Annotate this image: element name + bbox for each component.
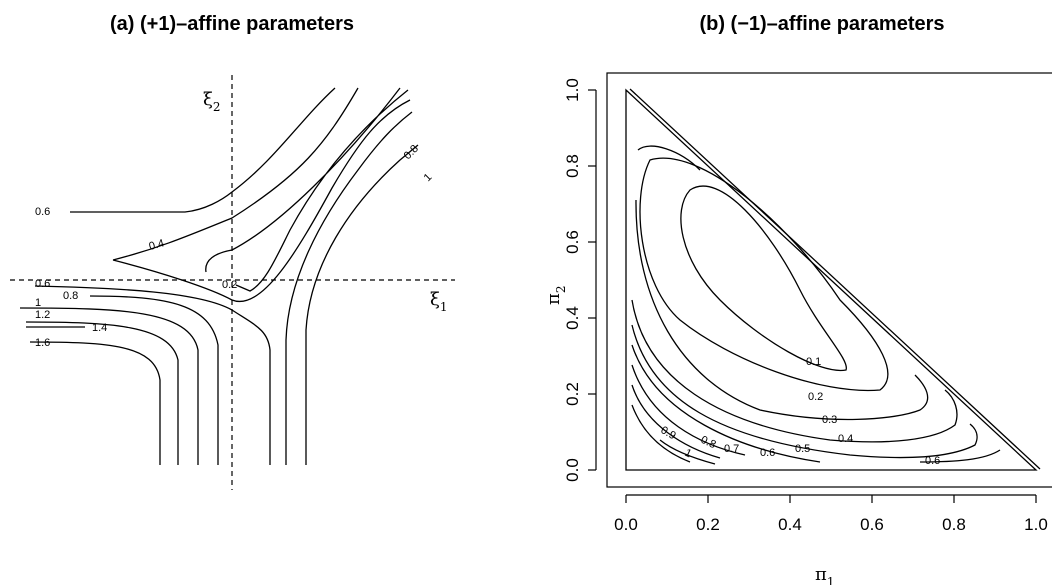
contour-b-0.1	[680, 185, 847, 372]
contour-label-a-0.6b: 0.6	[35, 278, 50, 290]
contour-a-0.2	[205, 87, 409, 292]
contour-label-a-1.4: 1.4	[92, 322, 107, 334]
contour-b-0.3	[635, 145, 929, 421]
contour-label-b-0.2: 0.2	[808, 391, 823, 403]
panel-b-title: (b) (−1)–affine parameters	[699, 13, 944, 35]
x-tick-label: 0.0	[614, 515, 638, 534]
contour-b-0.7	[631, 364, 746, 456]
xi2-axis-label: ξ2	[203, 89, 221, 114]
y-tick-label: 0.6	[563, 230, 582, 254]
contour-b-0.6	[631, 344, 1001, 463]
contour-label-a-0.8: 0.8	[63, 290, 78, 302]
contour-b-0.4	[631, 299, 958, 443]
y-tick-label: 1.0	[563, 78, 582, 102]
simplex-edge-inner	[629, 88, 1041, 470]
contour-label-a-1.6: 1.6	[35, 337, 50, 349]
contour-b-0.8	[631, 384, 721, 459]
contour-label-a-1.2: 1.2	[35, 309, 50, 321]
plot-frame	[606, 72, 1052, 488]
simplex-boundary	[625, 88, 1038, 471]
contour-label-b-0.6: 0.6	[760, 447, 775, 459]
contour-b-0.2	[639, 157, 889, 392]
y-tick-label: 0.8	[563, 154, 582, 178]
contour-label-b-0.6b: 0.6	[925, 455, 940, 467]
x-axis-label: π1	[815, 564, 834, 585]
y-axis-label: π2	[543, 286, 568, 305]
contour-label-a-0.4: 0.4	[148, 237, 166, 253]
contour-label-b-1: 1	[683, 447, 694, 460]
contour-b-1	[659, 439, 716, 465]
x-tick-label: 1.0	[1024, 515, 1048, 534]
x-tick-label: 0.6	[860, 515, 884, 534]
contour-a-0.4	[112, 87, 411, 303]
y-tick-label: 0.4	[563, 306, 582, 330]
contour-b-0.5	[631, 324, 978, 459]
x-tick-label: 0.8	[942, 515, 966, 534]
contour-label-a-1: 1	[35, 297, 41, 309]
x-tick-label: 0.2	[696, 515, 720, 534]
contour-b-0.9	[631, 404, 691, 463]
contour-label-b-0.7: 0.7	[724, 443, 739, 455]
y-tick-label: 0.2	[563, 382, 582, 406]
axis-ticks: 0.0 0.2 0.4 0.6 0.8 1.0 0.0 0.2 0.4 0.6 0.8 1.0	[563, 78, 1048, 534]
contour-label-b-0.1: 0.1	[806, 356, 821, 368]
panel-b-plot: 0.0 0.2 0.4 0.6 0.8 1.0 0.0 0.2 0.4 0.6 0.8 1.0 0.1…	[543, 72, 1052, 585]
x-tick-label: 0.4	[778, 515, 802, 534]
contour-label-a-1b: 1	[422, 171, 435, 184]
y-tick-label: 0.0	[563, 458, 582, 482]
contour-label-b-0.5: 0.5	[795, 443, 810, 455]
contour-a-1	[19, 307, 199, 465]
contour-a-0.8	[89, 144, 419, 465]
panel-a-plot: ξ2 ξ1 0.6 0.4 0.2 0.6 0.8 1 1.2 1.4 1.6 …	[10, 75, 455, 490]
panel-a-title: (a) (+1)–affine parameters	[110, 13, 354, 35]
xi1-axis-label: ξ1	[430, 289, 448, 314]
contour-label-a-0.6: 0.6	[35, 206, 50, 218]
contour-label-a-0.2: 0.2	[222, 279, 237, 291]
contour-label-b-0.3: 0.3	[822, 414, 837, 426]
contour-a-1.2	[25, 321, 179, 465]
contour-label-b-0.4: 0.4	[838, 433, 853, 445]
contour-a-1.6	[29, 341, 161, 465]
contour-a-0.6	[34, 87, 413, 465]
contour-label-b-0.8: 0.8	[699, 434, 718, 451]
